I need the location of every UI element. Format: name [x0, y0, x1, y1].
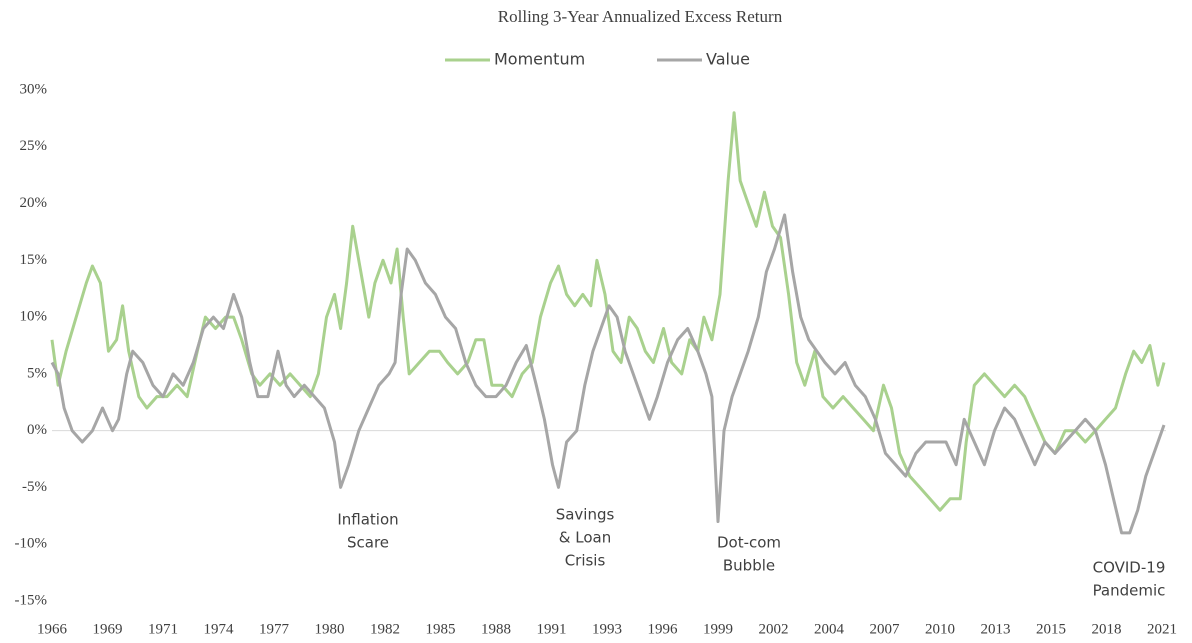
y-tick-label: 25%	[20, 138, 48, 154]
legend-label: Value	[706, 50, 750, 69]
x-tick-label: 1999	[703, 621, 733, 637]
series-line	[50, 111, 1166, 512]
y-tick-label: 30%	[20, 81, 48, 97]
y-tick-label: 20%	[20, 195, 48, 211]
annotation: COVID-19	[1093, 559, 1166, 577]
annotation: Scare	[347, 534, 389, 552]
legend-label: Momentum	[494, 50, 585, 69]
x-tick-label: 1993	[592, 621, 622, 637]
y-tick-label: 10%	[20, 309, 48, 325]
y-tick-label: -5%	[22, 479, 47, 495]
y-tick-label: 0%	[27, 422, 47, 438]
annotation: Crisis	[565, 552, 606, 570]
y-tick-label: 5%	[27, 365, 47, 381]
annotation: Dot-com	[717, 534, 781, 552]
x-tick-label: 2018	[1091, 621, 1121, 637]
x-tick-label: 1977	[259, 621, 290, 637]
annotation: Inflation	[337, 511, 398, 529]
x-tick-label: 2015	[1036, 621, 1066, 637]
x-tick-label: 1985	[425, 621, 455, 637]
series-line	[50, 213, 1166, 535]
x-tick-label: 1966	[37, 621, 68, 637]
x-tick-label: 1996	[647, 621, 678, 637]
x-tick-label: 2021	[1147, 621, 1177, 637]
x-tick-label: 2004	[814, 621, 845, 637]
chart-title: Rolling 3-Year Annualized Excess Return	[498, 7, 783, 26]
x-tick-label: 2002	[758, 621, 788, 637]
x-tick-label: 2010	[925, 621, 955, 637]
x-tick-label: 1980	[314, 621, 344, 637]
annotation: Pandemic	[1093, 582, 1166, 600]
annotation: & Loan	[559, 529, 611, 547]
x-tick-label: 1971	[148, 621, 178, 637]
annotation: Savings	[556, 506, 615, 524]
annotation: Bubble	[723, 557, 775, 575]
y-tick-label: 15%	[20, 252, 48, 268]
x-tick-label: 2007	[869, 621, 900, 637]
y-tick-label: -15%	[15, 592, 48, 608]
y-tick-label: -10%	[15, 536, 48, 552]
x-tick-label: 2013	[980, 621, 1010, 637]
x-tick-label: 1982	[370, 621, 400, 637]
x-tick-label: 1969	[92, 621, 122, 637]
x-tick-label: 1991	[536, 621, 566, 637]
x-tick-label: 1988	[481, 621, 511, 637]
x-tick-label: 1974	[203, 621, 234, 637]
